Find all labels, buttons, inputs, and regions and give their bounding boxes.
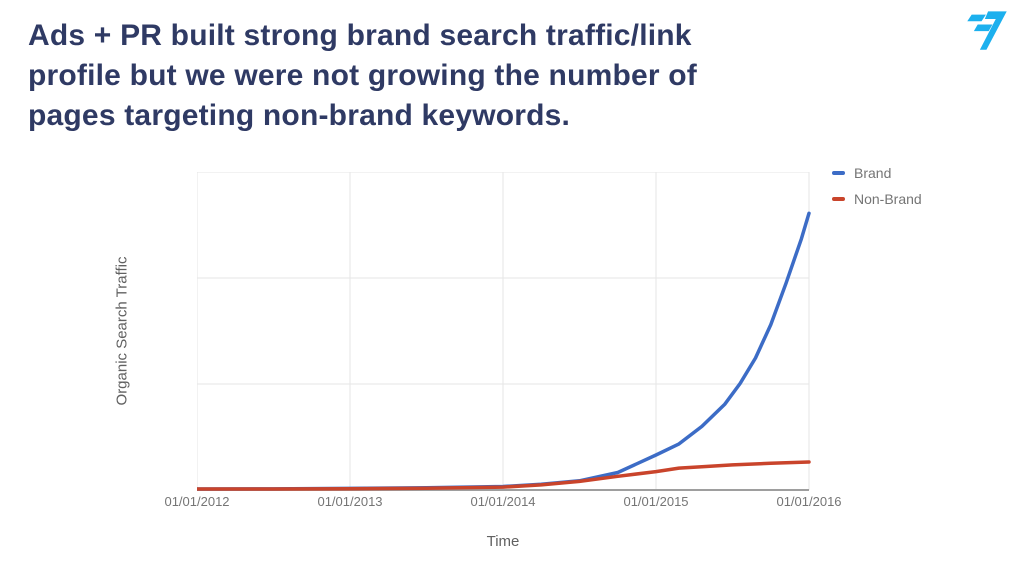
slide-title-line-3: pages targeting non-brand keywords.: [28, 99, 571, 132]
series-line-non-brand: [197, 460, 811, 491]
chart-legend: Brand Non-Brand: [832, 165, 922, 207]
x-tick-label: 01/01/2014: [470, 494, 536, 509]
plot-area: [197, 172, 811, 491]
non-brand-series-swatch-icon: [832, 197, 845, 201]
slide-title-line-2: profile but we were not growing the numb…: [28, 59, 697, 92]
slide-title: Ads + PR built strong brand search traff…: [28, 16, 928, 136]
brand-series-swatch-icon: [832, 171, 845, 175]
x-axis-title: Time: [486, 533, 520, 550]
legend-item-brand: Brand: [832, 165, 922, 181]
transferwise-logo-icon: [967, 11, 1007, 50]
x-axis-ticks: 01/01/2012 01/01/2013 01/01/2014 01/01/2015…: [164, 494, 841, 510]
x-tick-label: 01/01/2013: [317, 494, 383, 509]
legend-label-brand: Brand: [854, 165, 892, 181]
legend-item-non-brand: Non-Brand: [832, 191, 922, 207]
x-tick-label: 01/01/2016: [776, 494, 842, 509]
x-tick-label: 01/01/2015: [623, 494, 689, 509]
x-tick-label: 01/01/2012: [164, 494, 230, 509]
slide-title-line-1: Ads + PR built strong brand search traff…: [28, 19, 692, 52]
legend-label-non-brand: Non-Brand: [854, 191, 922, 207]
y-axis-title: Organic Search Traffic: [113, 256, 131, 406]
